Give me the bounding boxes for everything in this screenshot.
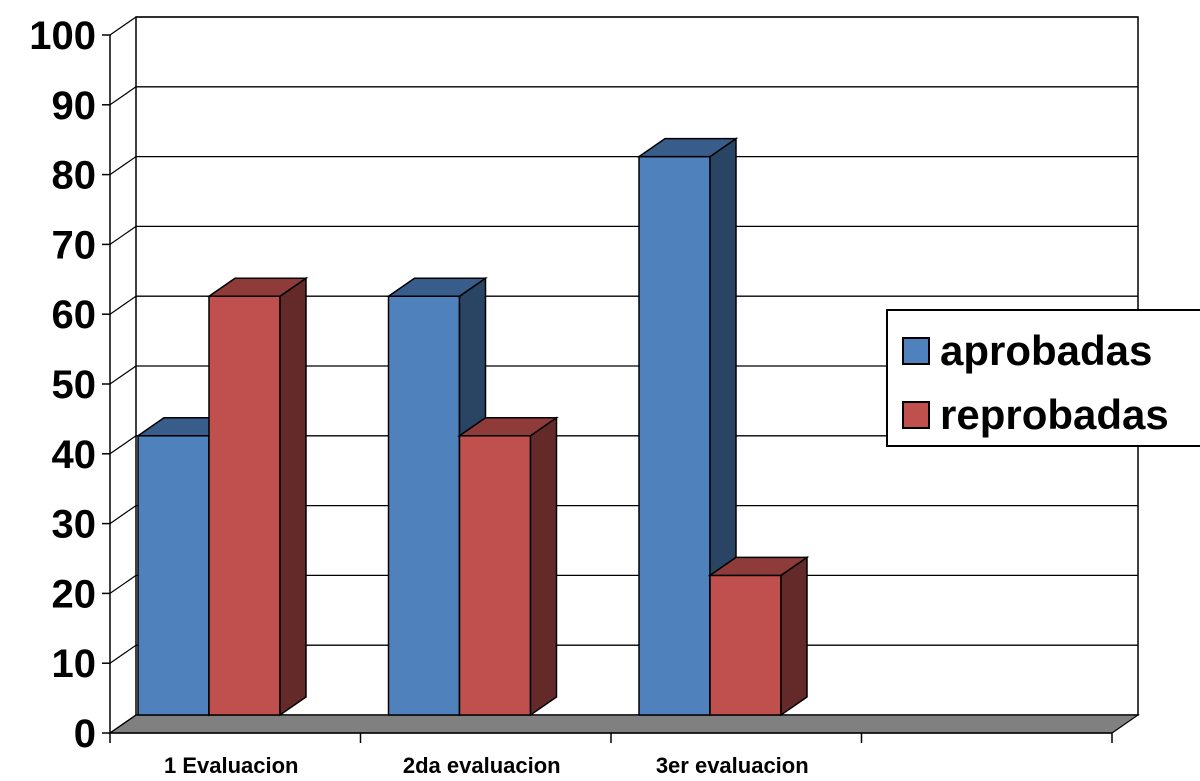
y-tick-diagonal [109,505,137,525]
y-tick-label: 50 [52,363,97,407]
legend-swatch-reprobadas [902,401,930,429]
bar-reprobadas [458,435,532,716]
bar-aprobadas [387,295,461,716]
y-tick-diagonal [109,225,137,245]
y-tick-label: 100 [29,14,96,58]
bar-top-aprobadas [636,137,739,158]
x-tick-label: 1 Evaluacion [164,753,299,776]
y-tick-diagonal [109,714,137,734]
legend-item-reprobadas: reprobadas [902,391,1169,439]
y-tick-diagonal [109,295,137,315]
x-tick-label: 3er evaluacion [656,753,809,776]
y-tick-label: 30 [52,503,97,547]
y-tick-diagonal [109,644,137,664]
bar-side-reprobadas [279,276,307,717]
legend-label-reprobadas: reprobadas [940,391,1169,438]
bar-top-aprobadas [386,277,488,297]
chart-legend: aprobadas reprobadas [886,309,1200,447]
chart-floor [108,714,1140,734]
y-tick-label: 60 [52,293,97,337]
bar-top-reprobadas [457,417,559,437]
y-tick-diagonal [109,574,137,594]
y-tick-label: 80 [52,154,97,198]
bar-aprobadas [137,435,210,716]
y-tick-diagonal [109,86,137,106]
bar-top-reprobadas [707,556,810,577]
bar-aprobadas [638,155,711,716]
y-tick-label: 90 [52,84,97,128]
y-tick-label: 20 [52,572,97,616]
y-tick-label: 0 [74,712,96,756]
y-tick-label: 10 [52,642,97,686]
y-tick-diagonal [109,435,137,455]
bar-reprobadas [208,295,281,716]
bar-side-reprobadas [529,416,558,717]
bar-top-reprobadas [206,277,309,297]
y-tick-diagonal [109,16,137,36]
legend-swatch-aprobadas [902,337,930,365]
y-tick-label: 70 [52,223,97,267]
y-tick-diagonal [109,156,137,176]
y-tick-diagonal [109,365,137,385]
x-tick-label: 2da evaluacion [403,753,561,776]
bar-reprobadas [709,574,782,716]
y-tick-label: 40 [52,433,97,477]
legend-label-aprobadas: aprobadas [940,327,1153,374]
bar-side-reprobadas [780,555,808,717]
legend-item-aprobadas: aprobadas [902,327,1152,375]
